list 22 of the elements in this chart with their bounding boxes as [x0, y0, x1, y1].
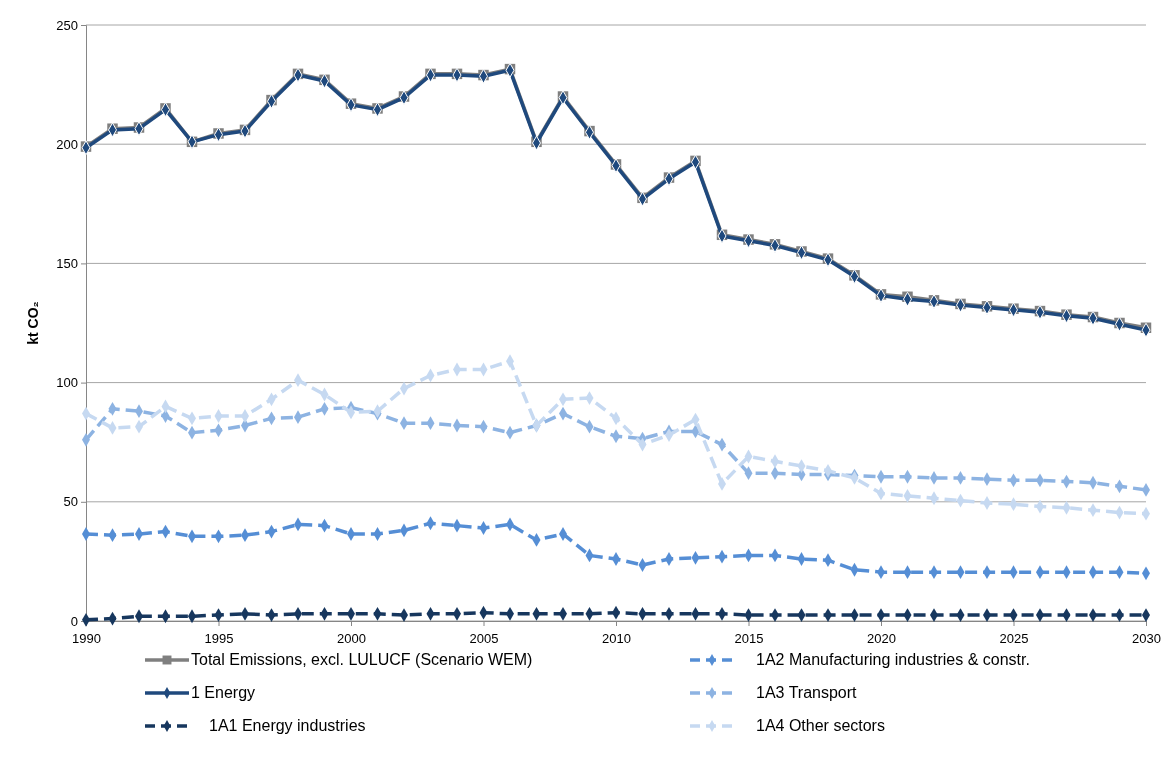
legend-label: 1 Energy: [191, 684, 256, 701]
legend-label: 1A3 Transport: [756, 684, 858, 701]
legend-label: 1A2 Manufacturing industries & constr.: [756, 651, 1030, 668]
x-tick-label: 2000: [337, 631, 366, 647]
legend-label: 1A4 Other sectors: [756, 717, 885, 734]
x-tick-label: 2020: [867, 631, 896, 647]
y-tick-label: 250: [56, 17, 78, 33]
y-tick-label: 100: [56, 375, 78, 391]
y-tick-label: 150: [56, 256, 78, 272]
x-tick-label: 1995: [204, 631, 234, 647]
y-tick-label: 200: [56, 136, 78, 152]
y-tick-label: 0: [70, 613, 78, 629]
y-axis-title: kt CO₂: [25, 301, 41, 345]
x-tick-label: 2025: [999, 631, 1029, 647]
legend-label: Total Emissions, excl. LULUCF (Scenario WEM): [191, 651, 533, 668]
y-tick-label: 50: [63, 494, 78, 510]
x-tick-label: 2030: [1132, 631, 1161, 647]
x-tick-label: 2010: [602, 631, 631, 647]
x-tick-label: 2005: [469, 631, 499, 647]
x-tick-label: 1990: [72, 631, 101, 647]
legend-label: 1A1 Energy industries: [209, 717, 366, 734]
x-tick-label: 2015: [734, 631, 764, 647]
